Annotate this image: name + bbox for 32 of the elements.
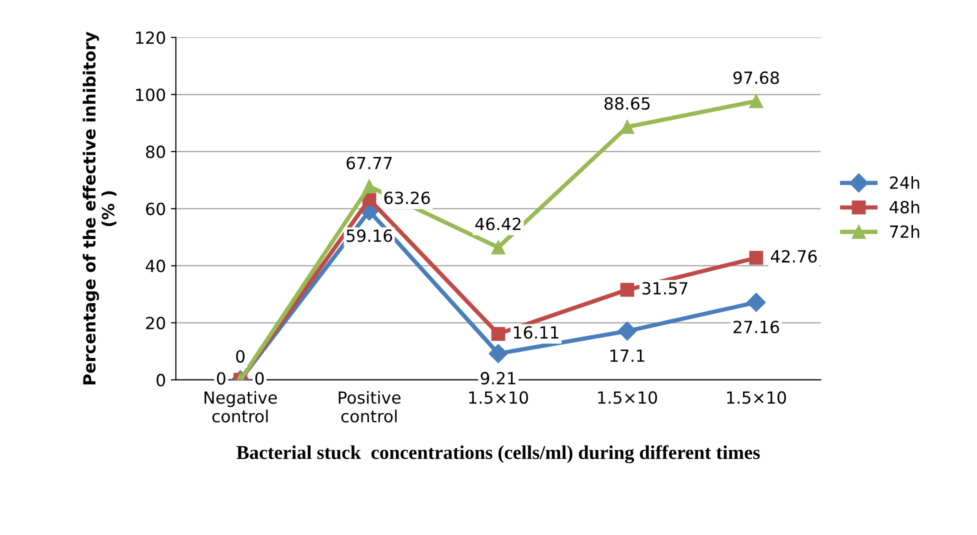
data-label: 63.26: [384, 192, 430, 204]
y-tick-label: 20: [146, 316, 166, 330]
y-axis-title: Percentage of the effective inhibitory (% ): [82, 32, 116, 384]
data-label: 88.65: [604, 97, 650, 110]
data-label: 9.21: [480, 372, 516, 385]
data-label: 16.11: [514, 326, 558, 339]
data-label: 0: [216, 372, 226, 385]
data-label: 0: [255, 372, 264, 385]
data-label: 0: [236, 350, 245, 363]
data-label: 67.77: [346, 156, 392, 170]
x-tick-label: Negative control: [204, 390, 277, 423]
y-tick-label: 40: [146, 260, 166, 272]
y-tick-label: 60: [146, 202, 166, 216]
x-tick-label: 1.5×10: [598, 391, 657, 404]
data-label: 31.57: [642, 282, 688, 295]
y-tick-label: 0: [156, 374, 166, 386]
x-tick-label: Positive control: [338, 390, 401, 423]
data-label: 46.42: [475, 218, 520, 230]
data-label: 17.1: [610, 350, 644, 362]
legend-label: 24h: [890, 176, 920, 189]
y-tick-label: 120: [136, 31, 166, 44]
data-label: 97.68: [733, 71, 779, 84]
data-label: 27.16: [734, 320, 780, 334]
legend-label: 72h: [890, 225, 920, 238]
x-tick-label: 1.5×10: [469, 391, 528, 404]
x-tick-label: 1.5×10: [727, 391, 786, 404]
y-tick-label: 100: [136, 88, 166, 102]
legend-label: 48h: [890, 200, 920, 214]
y-tick-label: 80: [146, 146, 166, 158]
data-label: 59.16: [346, 229, 392, 242]
data-label: 42.76: [770, 250, 817, 263]
x-axis-title: Bacterial stuck concentrations (cells/ml) during different times: [236, 445, 760, 464]
